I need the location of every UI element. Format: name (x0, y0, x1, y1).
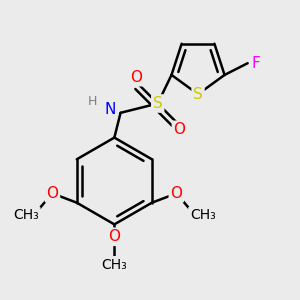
Text: CH₃: CH₃ (13, 208, 39, 222)
Text: N: N (104, 102, 116, 117)
Text: O: O (130, 70, 142, 85)
Text: O: O (173, 122, 185, 137)
Text: H: H (88, 95, 97, 109)
Text: O: O (170, 186, 182, 201)
Text: CH₃: CH₃ (101, 258, 127, 272)
Text: F: F (251, 56, 260, 71)
Text: S: S (193, 87, 203, 102)
Text: O: O (108, 229, 120, 244)
Text: CH₃: CH₃ (190, 208, 216, 222)
Text: S: S (153, 96, 163, 111)
Text: O: O (46, 186, 58, 201)
